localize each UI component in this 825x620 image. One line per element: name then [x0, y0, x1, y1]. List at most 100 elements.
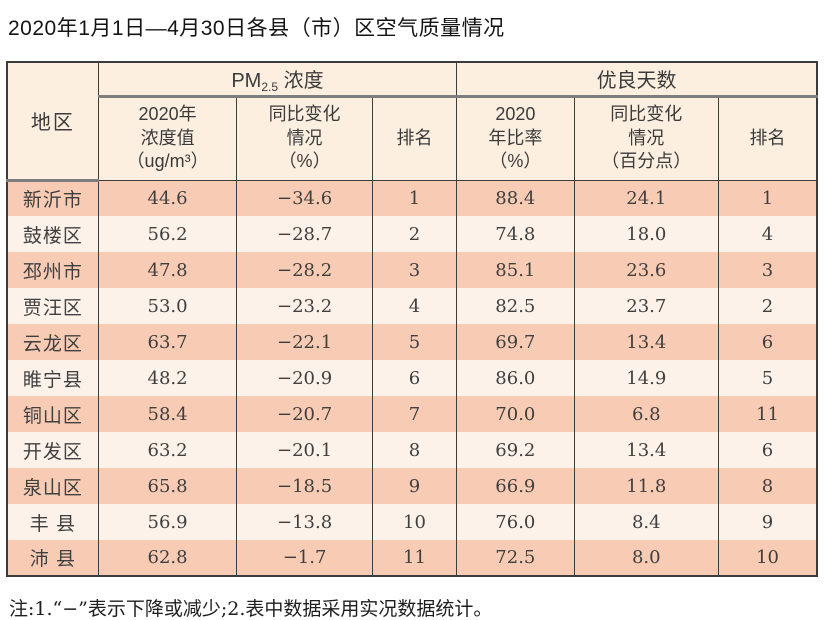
region-cell: 铜山区	[6, 396, 99, 432]
pm-change-cell: −20.7	[236, 396, 373, 432]
good-ratio-cell: 74.8	[456, 216, 575, 252]
pm-value-column-header: 2020年 浓度值 （ug/m³）	[97, 96, 238, 181]
good-ratio-cell: 82.5	[456, 288, 575, 324]
table-body: 新沂市 44.6 −34.6 1 88.4 24.1 1 鼓楼区 56.2 −2…	[6, 180, 818, 576]
pm-rank-cell: 3	[371, 252, 458, 288]
page-title: 2020年1月1日—4月30日各县（市）区空气质量情况	[8, 17, 505, 40]
pm-change-cell: −34.6	[236, 180, 373, 216]
region-cell: 沛 县	[6, 540, 99, 576]
good-rank-column-header: 排名	[718, 96, 818, 181]
good-ratio-cell: 70.0	[456, 396, 575, 432]
good-rank-cell: 8	[718, 468, 818, 504]
pm-change-cell: −18.5	[236, 468, 373, 504]
region-cell: 邳州市	[6, 252, 99, 288]
good-ratio-cell: 76.0	[456, 504, 575, 540]
pm-change-cell: −22.1	[236, 324, 373, 360]
table-row: 泉山区 65.8 −18.5 9 66.9 11.8 8	[6, 468, 818, 504]
pm-rank-cell: 11	[371, 540, 458, 576]
good-change-cell: 18.0	[573, 216, 720, 252]
pm-value-cell: 56.2	[97, 216, 238, 252]
good-rank-cell: 6	[718, 432, 818, 468]
pm-change-cell: −20.1	[236, 432, 373, 468]
pm-value-cell: 48.2	[97, 360, 238, 396]
pm-rank-cell: 1	[371, 180, 458, 216]
pm-rank-cell: 5	[371, 324, 458, 360]
good-rank-cell: 11	[718, 396, 818, 432]
pm-change-cell: −20.9	[236, 360, 373, 396]
pm-label-subscript: 2.5	[261, 80, 279, 95]
pm-label-suffix: 浓度	[278, 70, 324, 93]
pm-change-cell: −23.2	[236, 288, 373, 324]
table-row: 鼓楼区 56.2 −28.7 2 74.8 18.0 4	[6, 216, 818, 252]
good-rank-cell: 3	[718, 252, 818, 288]
good-change-cell: 6.8	[573, 396, 720, 432]
pm-value-cell: 62.8	[97, 540, 238, 576]
table-row: 铜山区 58.4 −20.7 7 70.0 6.8 11	[6, 396, 818, 432]
pm-rank-cell: 8	[371, 432, 458, 468]
good-ratio-cell: 88.4	[456, 180, 575, 216]
good-change-cell: 11.8	[573, 468, 720, 504]
pm-value-cell: 56.9	[97, 504, 238, 540]
good-days-group-header: 优良天数	[456, 62, 818, 98]
region-cell: 云龙区	[6, 324, 99, 360]
table-row: 睢宁县 48.2 −20.9 6 86.0 14.9 5	[6, 360, 818, 396]
pm-change-cell: −13.8	[236, 504, 373, 540]
region-cell: 丰 县	[6, 504, 99, 540]
pm-change-cell: −28.7	[236, 216, 373, 252]
pm-rank-cell: 4	[371, 288, 458, 324]
good-rank-cell: 10	[718, 540, 818, 576]
region-column-header: 地区	[6, 62, 99, 182]
footnote: 注:1.“−”表示下降或减少;2.表中数据采用实况数据统计。	[9, 598, 493, 620]
region-cell: 睢宁县	[6, 360, 99, 396]
good-ratio-cell: 66.9	[456, 468, 575, 504]
pm-rank-cell: 6	[371, 360, 458, 396]
good-ratio-column-header: 2020 年比率 （%）	[456, 96, 575, 181]
pm-change-column-header: 同比变化 情况 （%）	[236, 96, 373, 181]
pm-value-cell: 63.2	[97, 432, 238, 468]
pm25-group-header: PM2.5 浓度	[97, 62, 458, 98]
pm-value-cell: 47.8	[97, 252, 238, 288]
good-change-cell: 23.6	[573, 252, 720, 288]
good-change-cell: 23.7	[573, 288, 720, 324]
good-rank-cell: 4	[718, 216, 818, 252]
region-cell: 开发区	[6, 432, 99, 468]
good-ratio-cell: 72.5	[456, 540, 575, 576]
table-row: 新沂市 44.6 −34.6 1 88.4 24.1 1	[6, 180, 818, 216]
good-ratio-cell: 69.7	[456, 324, 575, 360]
sub-header-row: 2020年 浓度值 （ug/m³） 同比变化 情况 （%） 排名 2020 年比…	[7, 96, 818, 181]
table-row: 丰 县 56.9 −13.8 10 76.0 8.4 9	[6, 504, 818, 540]
pm-rank-cell: 10	[371, 504, 458, 540]
good-change-cell: 8.4	[573, 504, 720, 540]
pm-rank-column-header: 排名	[371, 96, 458, 181]
good-rank-cell: 1	[718, 180, 818, 216]
pm-change-cell: −1.7	[236, 540, 373, 576]
good-change-cell: 14.9	[573, 360, 720, 396]
pm-rank-cell: 9	[371, 468, 458, 504]
good-change-cell: 13.4	[573, 324, 720, 360]
good-ratio-cell: 86.0	[456, 360, 575, 396]
table-row: 邳州市 47.8 −28.2 3 85.1 23.6 3	[6, 252, 818, 288]
pm-value-cell: 63.7	[97, 324, 238, 360]
pm-value-cell: 44.6	[97, 180, 238, 216]
good-ratio-cell: 85.1	[456, 252, 575, 288]
region-cell: 新沂市	[6, 180, 99, 216]
pm-rank-cell: 7	[371, 396, 458, 432]
good-change-cell: 13.4	[573, 432, 720, 468]
group-header-row: 地区 PM2.5 浓度 优良天数	[6, 62, 818, 182]
air-quality-table: 地区 PM2.5 浓度 优良天数 2020年 浓度值 （ug/m³） 同比变化 …	[6, 61, 818, 577]
table-header: 地区 PM2.5 浓度 优良天数 2020年 浓度值 （ug/m³） 同比变化 …	[6, 62, 818, 182]
good-change-cell: 8.0	[573, 540, 720, 576]
pm-rank-cell: 2	[371, 216, 458, 252]
region-cell: 泉山区	[6, 468, 99, 504]
table-row: 开发区 63.2 −20.1 8 69.2 13.4 6	[6, 432, 818, 468]
table-row: 贾汪区 53.0 −23.2 4 82.5 23.7 2	[6, 288, 818, 324]
good-ratio-cell: 69.2	[456, 432, 575, 468]
good-change-column-header: 同比变化 情况 （百分点）	[573, 96, 720, 181]
good-rank-cell: 5	[718, 360, 818, 396]
pm-change-cell: −28.2	[236, 252, 373, 288]
pm-value-cell: 58.4	[97, 396, 238, 432]
good-rank-cell: 9	[718, 504, 818, 540]
pm-value-cell: 65.8	[97, 468, 238, 504]
good-rank-cell: 2	[718, 288, 818, 324]
